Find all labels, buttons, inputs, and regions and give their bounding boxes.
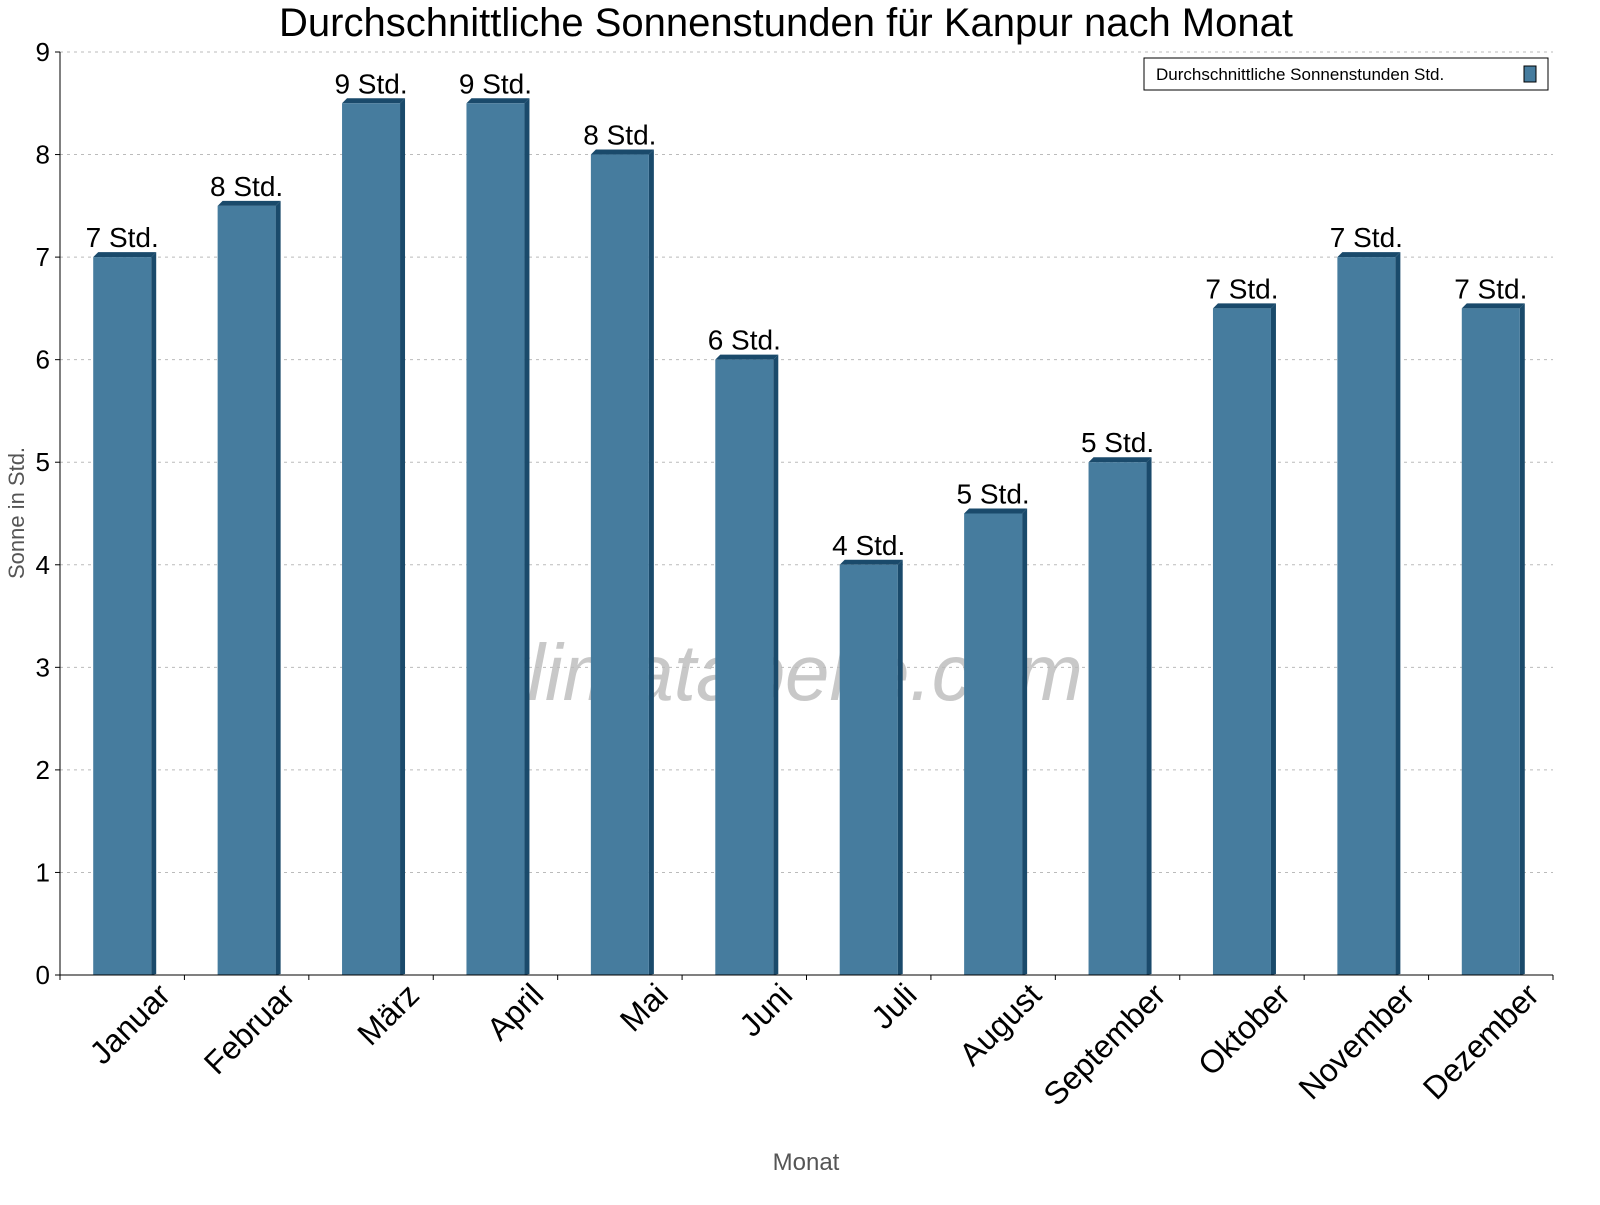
bar: 9 Std.: [459, 68, 532, 976]
bar-top: [964, 508, 1028, 514]
legend-label: Durchschnittliche Sonnenstunden Std.: [1156, 65, 1444, 84]
data-label: 7 Std.: [1205, 273, 1278, 304]
data-label: 9 Std.: [459, 68, 532, 99]
x-tick-label: April: [480, 976, 551, 1047]
bar-side: [1395, 252, 1401, 976]
bar: 7 Std.: [1330, 222, 1403, 976]
grid-lines: [60, 51, 1553, 873]
bar-top: [1337, 252, 1401, 258]
bar-front: [839, 564, 898, 975]
bar-front: [1088, 462, 1147, 975]
bar-front: [217, 205, 276, 976]
bar-side: [275, 200, 281, 976]
data-label: 6 Std.: [708, 325, 781, 356]
bar: 5 Std.: [1081, 427, 1154, 975]
bar: 8 Std.: [210, 171, 283, 976]
bar: 5 Std.: [957, 479, 1030, 975]
bar-side: [151, 252, 157, 976]
bar-top: [466, 98, 530, 104]
bar-front: [1212, 308, 1271, 975]
bar-side: [1270, 303, 1276, 975]
bar: 6 Std.: [708, 325, 781, 976]
bar-front: [715, 359, 774, 976]
bar-top: [1212, 303, 1276, 309]
legend-swatch: [1523, 65, 1537, 83]
bar: 7 Std.: [1205, 273, 1279, 975]
x-tick-label: Juli: [864, 976, 923, 1035]
y-tick-label: 2: [36, 755, 50, 785]
data-label: 7 Std.: [1330, 222, 1403, 253]
bar-side: [1519, 303, 1525, 975]
data-label: 5 Std.: [957, 479, 1030, 510]
bar: 8 Std.: [583, 120, 656, 976]
x-tick-label: Juni: [732, 976, 799, 1043]
y-axis-label: Sonne in Std.: [4, 447, 29, 579]
data-label: 9 Std.: [334, 68, 407, 99]
bar-top: [839, 559, 903, 565]
bar-front: [1461, 308, 1520, 975]
y-tick-label: 7: [36, 242, 50, 272]
x-tick-label: Januar: [83, 976, 178, 1071]
bar-top: [1088, 457, 1152, 463]
bar-side: [1146, 457, 1152, 975]
data-label: 8 Std.: [583, 120, 656, 151]
legend: Durchschnittliche Sonnenstunden Std.: [1143, 57, 1549, 91]
y-tick-label: 8: [36, 140, 50, 170]
bar-top: [1461, 303, 1525, 309]
y-tick-label: 4: [36, 550, 50, 580]
y-tick-label: 5: [36, 447, 50, 477]
x-tick-label: Dezember: [1416, 976, 1546, 1106]
data-label: 7 Std.: [1454, 273, 1527, 304]
bar-front: [466, 103, 525, 976]
bar-top: [217, 200, 281, 206]
bar-top: [590, 149, 654, 155]
bar-side: [400, 98, 406, 976]
data-label: 5 Std.: [1081, 427, 1154, 458]
bar-top: [715, 354, 779, 360]
data-label: 7 Std.: [86, 222, 159, 253]
x-tick-label: August: [952, 976, 1048, 1072]
bar: 9 Std.: [334, 68, 408, 976]
bar-front: [1337, 257, 1396, 976]
bar-top: [342, 98, 406, 104]
y-tick-label: 6: [36, 345, 50, 375]
bar-side: [1022, 508, 1028, 975]
chart-title: Durchschnittliche Sonnenstunden für Kanp…: [279, 1, 1293, 45]
bar-side: [773, 354, 779, 976]
x-tick-label: März: [350, 976, 426, 1052]
y-tick-label: 3: [36, 652, 50, 682]
y-tick-label: 0: [36, 960, 50, 990]
y-tick-label: 9: [36, 37, 50, 67]
bars: 7 Std. 8 Std. 9 Std. 9 Std. 8 Std. 6 Std. 4 St…: [86, 68, 1527, 976]
bar-front: [93, 257, 152, 976]
x-tick-label: Februar: [197, 976, 302, 1081]
x-axis-label: Monat: [773, 1149, 840, 1176]
bar: 7 Std.: [86, 222, 159, 976]
bar-side: [524, 98, 530, 976]
x-tick-label: September: [1036, 976, 1172, 1112]
bar-side: [648, 149, 654, 976]
x-tick-label: November: [1291, 976, 1421, 1106]
y-tick-label: 1: [36, 857, 50, 887]
x-tick-label: Oktober: [1191, 976, 1297, 1082]
bar-top: [93, 252, 157, 258]
bar-front: [342, 103, 401, 976]
bar: 4 Std.: [832, 530, 905, 975]
data-label: 8 Std.: [210, 171, 283, 202]
x-tick-label: Mai: [613, 976, 675, 1038]
bar: 7 Std.: [1454, 273, 1527, 975]
bar-front: [964, 513, 1023, 975]
bar-side: [897, 559, 903, 975]
data-label: 4 Std.: [832, 530, 905, 561]
bar-front: [590, 154, 649, 976]
